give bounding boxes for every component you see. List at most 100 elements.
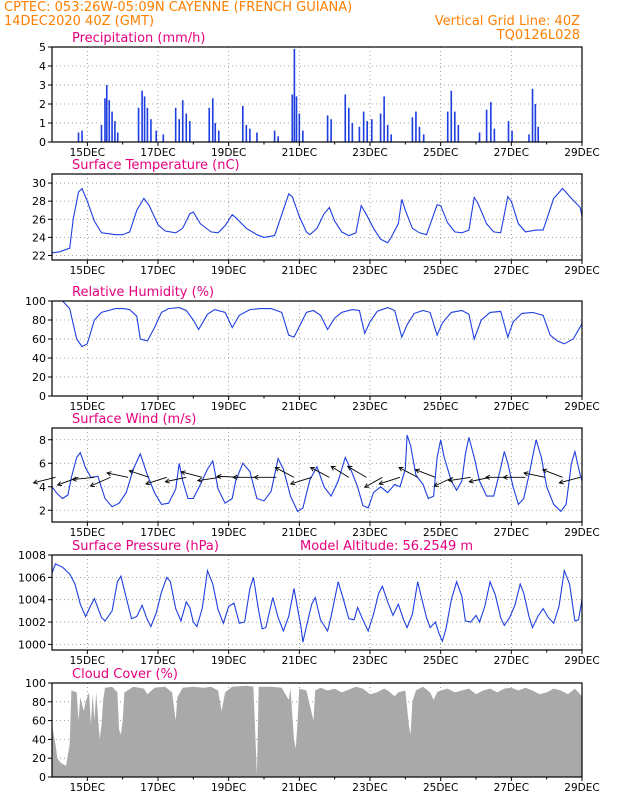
y-tick-label: 80 — [32, 314, 46, 327]
wind-vector-head — [145, 480, 151, 486]
y-tick-label: 1004 — [18, 594, 46, 607]
wind-vector-head — [274, 466, 280, 472]
wind-vector-head — [468, 478, 474, 484]
x-tick-label: 23DEC — [352, 401, 387, 413]
wind-vector-head — [216, 473, 222, 479]
x-tick-label: 25DEC — [423, 401, 458, 413]
y-tick-label: 0 — [39, 771, 46, 784]
y-tick-label: 100 — [25, 677, 46, 690]
wind-vector — [181, 471, 203, 478]
series-line — [51, 187, 583, 254]
x-tick-label: 27DEC — [494, 782, 529, 794]
x-tick-label: 29DEC — [564, 655, 599, 667]
wind-vector-head — [433, 482, 439, 487]
wind-vector-head — [180, 470, 186, 476]
y-tick-label: 2 — [39, 98, 46, 111]
wind-vector-head — [502, 474, 508, 480]
y-tick-label: 20 — [32, 752, 46, 765]
precip-bar — [507, 121, 510, 142]
precip-bar — [302, 130, 304, 142]
y-tick-label: 26 — [32, 213, 46, 226]
wind-vector-head — [398, 466, 404, 472]
x-tick-label: 19DEC — [211, 401, 246, 413]
y-tick-label: 60 — [32, 333, 46, 346]
precip-bar — [358, 126, 361, 142]
panel-title: Surface Pressure (hPa) — [72, 539, 219, 554]
x-tick-label: 15DEC — [70, 265, 105, 277]
x-tick-label: 29DEC — [564, 782, 599, 794]
precip-bar — [490, 102, 492, 142]
x-tick-label: 27DEC — [494, 265, 529, 277]
y-tick-label: 5 — [39, 41, 46, 54]
y-tick-label: 1006 — [18, 571, 46, 584]
precip-bar — [150, 119, 152, 142]
precip-bar — [241, 105, 244, 142]
x-tick-label: 21DEC — [282, 655, 317, 667]
wind-vector-head — [128, 469, 134, 475]
y-tick-label: 80 — [32, 696, 46, 709]
precip-bar — [146, 107, 149, 142]
wind-vector-head — [106, 471, 112, 477]
x-tick-label: 21DEC — [282, 401, 317, 413]
precip-bar — [418, 126, 421, 142]
x-tick-label: 15DEC — [70, 655, 105, 667]
wind-vector-head — [196, 477, 203, 483]
panel-title: Precipitation (mm/h) — [72, 31, 205, 46]
wind-vector-head — [56, 481, 63, 487]
x-tick-label: 17DEC — [140, 655, 175, 667]
x-tick-label: 23DEC — [352, 527, 387, 539]
precip-bar — [162, 134, 165, 142]
precip-bar — [104, 98, 106, 142]
precip-bar — [77, 132, 80, 142]
wind-vector-head — [232, 474, 238, 480]
precip-bar — [105, 85, 108, 142]
panel-title: Surface Wind (m/s) — [72, 412, 196, 427]
wind-vector — [448, 476, 471, 482]
precip-bar — [81, 130, 83, 142]
plot-frame — [51, 300, 583, 397]
precip-bar — [344, 94, 347, 142]
precip-bar — [531, 88, 534, 142]
wind-vector-head — [253, 474, 259, 480]
precip-bar — [478, 132, 481, 142]
wind-vector-head — [363, 483, 370, 488]
wind-vector — [523, 472, 545, 478]
x-tick-label: 19DEC — [211, 265, 246, 277]
x-tick-label: 29DEC — [564, 401, 599, 413]
precip-bar — [143, 96, 146, 142]
model-code-label: TQ0126L028 — [496, 28, 580, 43]
wind-vector — [542, 469, 563, 478]
precip-bar — [493, 128, 496, 142]
x-tick-label: 19DEC — [211, 527, 246, 539]
precip-bar — [291, 94, 294, 142]
x-tick-label: 25DEC — [423, 147, 458, 159]
x-tick-label: 27DEC — [494, 527, 529, 539]
wind-vector-head — [330, 465, 336, 471]
plot-frame — [51, 46, 583, 143]
precip-bar — [181, 100, 184, 142]
y-tick-label: 24 — [32, 231, 46, 244]
panel-title: Cloud Cover (%) — [72, 667, 178, 682]
precip-bar — [383, 96, 385, 142]
y-tick-label: 40 — [32, 733, 46, 746]
precip-bar — [211, 98, 214, 142]
precip-bar — [362, 111, 365, 142]
y-tick-label: 22 — [32, 249, 46, 262]
wind-vector — [72, 476, 95, 480]
y-tick-label: 3 — [39, 79, 46, 92]
y-tick-label: 0 — [39, 136, 46, 149]
precip-bar — [249, 128, 251, 142]
wind-vector — [275, 467, 295, 478]
precip-bar — [511, 130, 513, 142]
precip-bar — [273, 130, 276, 142]
x-tick-label: 23DEC — [352, 147, 387, 159]
precip-bar — [108, 100, 111, 142]
grid-line-label: Vertical Grid Line: 40Z — [434, 14, 580, 29]
precip-bar — [390, 134, 393, 142]
y-tick-label: 4 — [39, 481, 46, 494]
wind-vector — [347, 465, 367, 478]
wind-vector — [364, 476, 383, 488]
precip-bar — [116, 132, 119, 142]
